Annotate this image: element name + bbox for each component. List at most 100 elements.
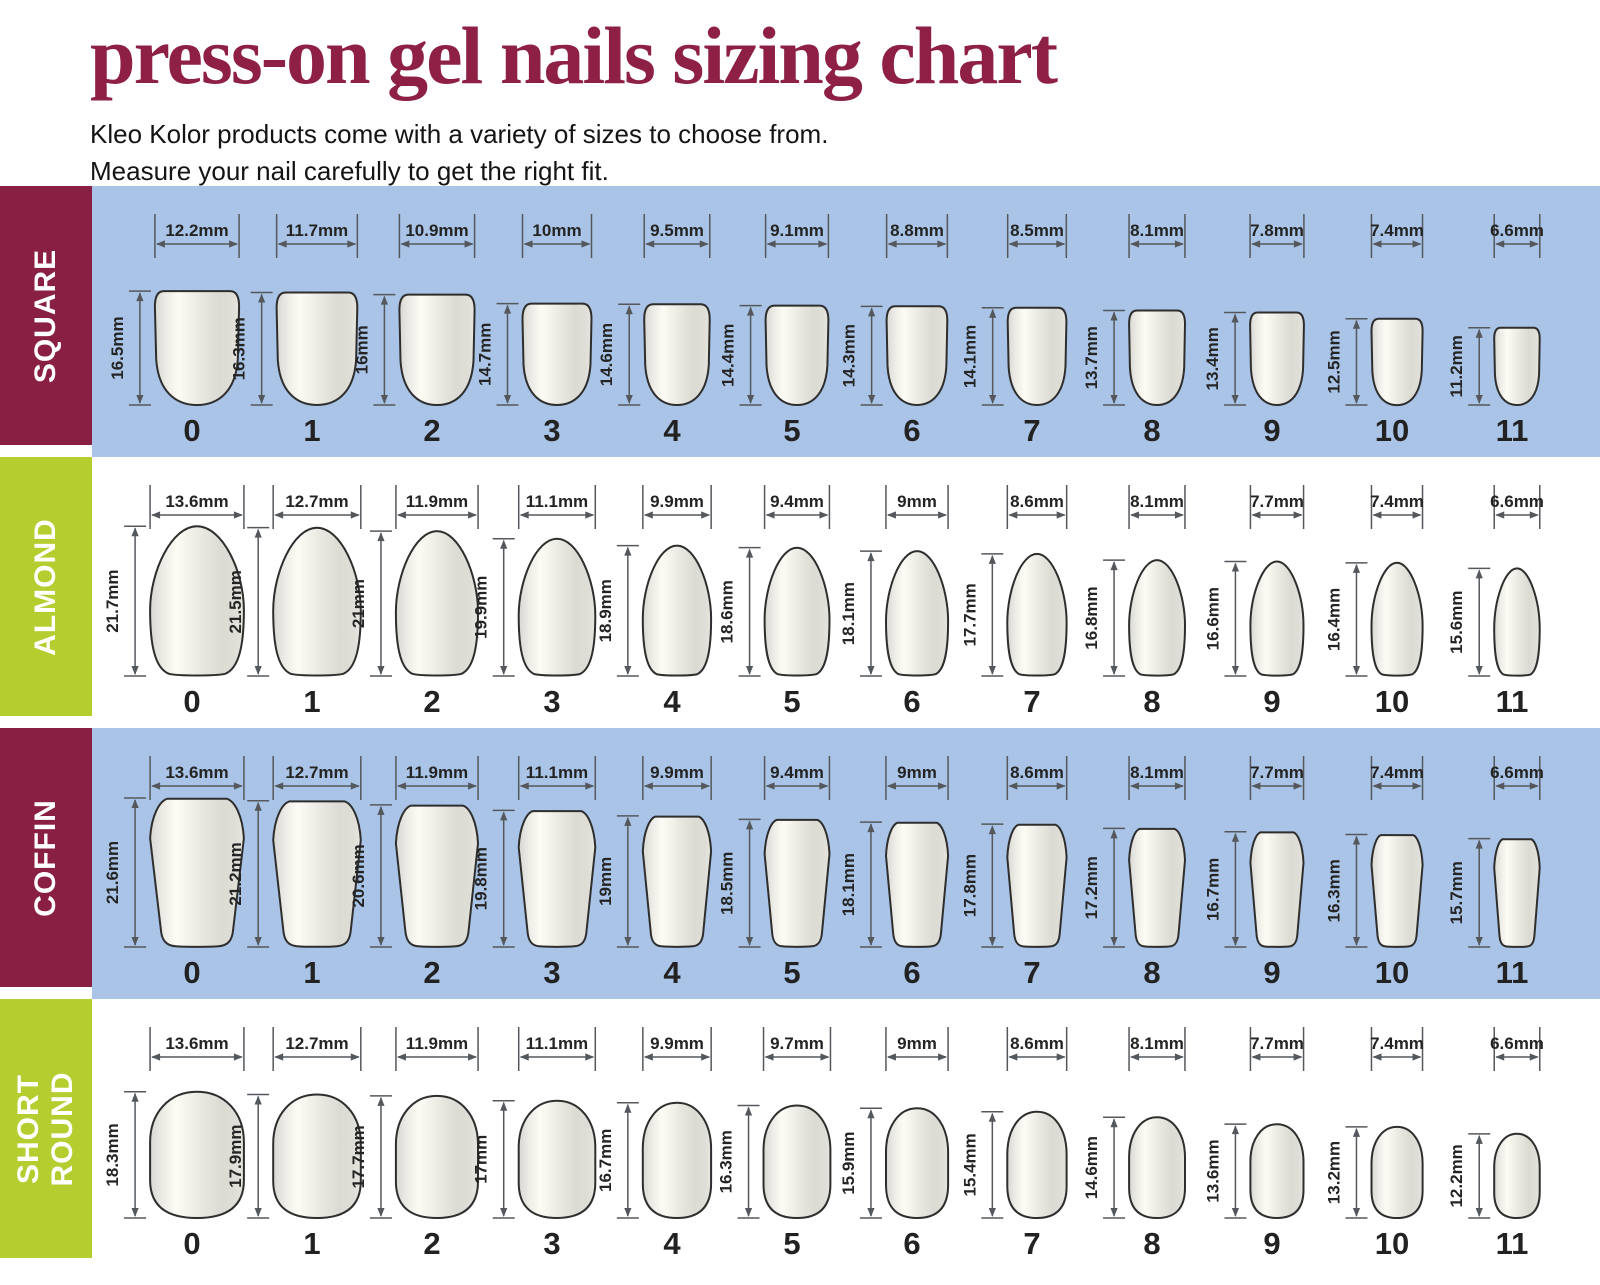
- height-measurement-label: 16mm: [352, 325, 371, 374]
- nail-shape-square: [1006, 306, 1068, 406]
- nail-diagram: 12.2mm 16.5mm: [108, 214, 241, 406]
- size-number: 1: [303, 955, 321, 990]
- height-dimension: 20.6mm: [349, 804, 392, 948]
- height-dimension: 18.1mm: [839, 550, 882, 677]
- arrowhead-icon: [468, 1053, 478, 1061]
- width-measurement-label: 8.5mm: [1010, 221, 1064, 240]
- nail-diagram: 8.6mm 15.4mm: [960, 1027, 1068, 1219]
- arrowhead-icon: [350, 782, 360, 790]
- nail-size-cell: 11.1mm 17mm 3: [472, 999, 612, 1270]
- arrowhead-icon: [1110, 829, 1118, 839]
- row-band-almond: 13.6mm 21.7mm 0 12.7mm 21.5mm 1 11.9mm 21mm 2 11.…: [92, 457, 1600, 728]
- arrowhead-icon: [500, 1208, 508, 1217]
- nail-diagram: 11.9mm 21mm: [349, 485, 479, 677]
- height-measurement-label: 19.9mm: [472, 576, 491, 639]
- arrowhead-icon: [151, 782, 161, 790]
- size-number: 2: [423, 684, 441, 719]
- arrowhead-icon: [745, 937, 754, 946]
- width-measurement-label: 9.5mm: [650, 221, 704, 240]
- height-dimension: 16.8mm: [1082, 559, 1126, 677]
- nail-size-cell: 9mm 15.9mm 6: [839, 999, 972, 1270]
- width-dimension: 9.1mm: [764, 214, 830, 258]
- arrowhead-icon: [1475, 569, 1483, 579]
- arrowhead-icon: [1008, 240, 1018, 248]
- width-dimension: 6.6mm: [1490, 485, 1544, 529]
- arrowhead-icon: [468, 782, 478, 790]
- arrowhead-icon: [988, 1112, 996, 1122]
- width-dimension: 8.1mm: [1128, 1027, 1186, 1071]
- nail-shape-shortround: [1493, 1132, 1541, 1220]
- size-number: 7: [1023, 684, 1041, 719]
- width-measurement-label: 11.9mm: [406, 1034, 468, 1053]
- height-measurement-label: 17.8mm: [960, 854, 979, 917]
- height-dimension: 21.5mm: [226, 526, 270, 677]
- nail-size-cell: 13.6mm 21.7mm 0: [103, 457, 252, 728]
- width-dimension: 8.5mm: [1006, 214, 1068, 258]
- height-measurement-label: 15.7mm: [1447, 861, 1466, 924]
- height-measurement-label: 21mm: [349, 579, 368, 628]
- width-measurement-label: 8.1mm: [1130, 1034, 1184, 1053]
- nail-shape-square: [275, 291, 359, 407]
- nail-size-cell: 9.5mm 14.6mm 4: [597, 186, 732, 457]
- size-number: 10: [1374, 684, 1410, 719]
- nail-size-cell: 9.9mm 16.7mm 4: [596, 999, 732, 1270]
- height-measurement-label: 14.6mm: [597, 323, 616, 386]
- arrowhead-icon: [1529, 240, 1539, 248]
- width-measurement-label: 11.7mm: [286, 221, 348, 240]
- nail-shape-coffin: [517, 810, 597, 948]
- nail-diagram: 12.7mm 21.2mm: [226, 756, 362, 948]
- nail-size-cell: 7.7mm 13.6mm 9: [1203, 999, 1332, 1270]
- arrowhead-icon: [1352, 835, 1361, 845]
- arrowhead-icon: [1293, 782, 1303, 790]
- nail-diagram: 6.6mm 12.2mm: [1447, 1027, 1544, 1220]
- arrowhead-icon: [988, 666, 996, 675]
- arrowhead-icon: [1352, 319, 1361, 329]
- arrowhead-icon: [1130, 782, 1140, 790]
- nail-diagram: 7.4mm 13.2mm: [1324, 1027, 1424, 1220]
- arrowhead-icon: [377, 1096, 385, 1106]
- nail-size-cell: 13.6mm 21.6mm 0: [103, 728, 252, 999]
- nail-shape-shortround: [641, 1101, 713, 1220]
- arrowhead-icon: [744, 1106, 753, 1116]
- arrowhead-icon: [519, 1053, 529, 1061]
- height-measurement-label: 17.2mm: [1082, 856, 1101, 919]
- subtitle-line-1: Kleo Kolor products come with a variety …: [90, 118, 829, 149]
- nail-size-cell: 7.7mm 16.7mm 9: [1203, 728, 1332, 999]
- arrowhead-icon: [747, 306, 755, 316]
- arrowhead-icon: [377, 805, 385, 815]
- height-dimension: 18.1mm: [839, 821, 882, 948]
- nail-size-cell: 13.6mm 18.3mm 0: [103, 999, 252, 1270]
- height-dimension: 13.7mm: [1082, 309, 1126, 406]
- arrowhead-icon: [1352, 563, 1361, 573]
- height-dimension: 21.7mm: [103, 525, 147, 677]
- width-measurement-label: 7.4mm: [1370, 221, 1424, 240]
- nail-shape-coffin: [1249, 831, 1305, 948]
- arrowhead-icon: [274, 1053, 284, 1061]
- height-measurement-label: 21.6mm: [103, 841, 122, 904]
- nail-shape-square: [764, 304, 830, 406]
- arrowhead-icon: [377, 666, 385, 675]
- arrowhead-icon: [701, 782, 711, 790]
- width-dimension: 9.9mm: [642, 756, 712, 800]
- size-number: 8: [1143, 955, 1161, 990]
- arrowhead-icon: [765, 511, 775, 519]
- arrowhead-icon: [624, 1208, 632, 1217]
- arrowhead-icon: [1110, 395, 1118, 404]
- arrowhead-icon: [131, 1208, 139, 1217]
- nail-diagram: 9mm 15.9mm: [839, 1027, 950, 1220]
- arrowhead-icon: [131, 527, 139, 537]
- nail-diagram: 9.9mm 19mm: [596, 756, 713, 948]
- width-dimension: 8.1mm: [1128, 214, 1186, 258]
- width-measurement-label: 13.6mm: [165, 492, 228, 511]
- arrowhead-icon: [1130, 1053, 1140, 1061]
- arrowhead-icon: [1352, 1127, 1361, 1137]
- arrowhead-icon: [887, 240, 897, 248]
- nail-shape-coffin: [763, 818, 831, 948]
- nail-shape-coffin: [149, 797, 245, 948]
- arrowhead-icon: [1008, 511, 1018, 519]
- height-dimension: 16.3mm: [230, 291, 273, 406]
- height-dimension: 17.8mm: [960, 823, 1004, 948]
- arrowhead-icon: [585, 511, 595, 519]
- arrowhead-icon: [1251, 782, 1261, 790]
- nail-shape-almond: [149, 525, 245, 677]
